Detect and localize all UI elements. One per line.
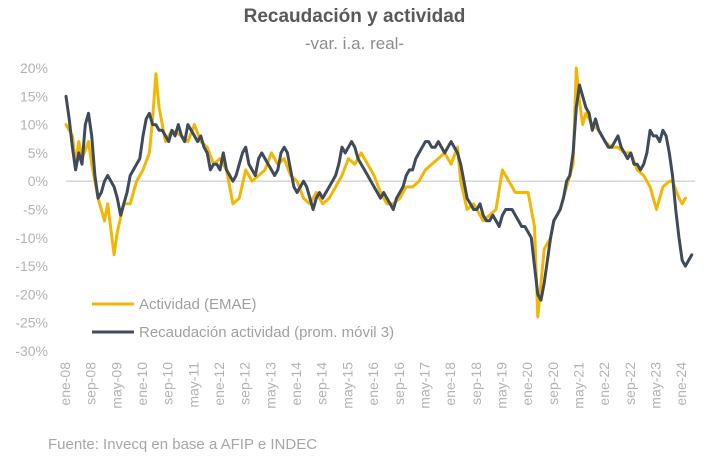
- x-tick-label: may-13: [262, 362, 278, 409]
- legend-label-actividad: Actividad (EMAE): [139, 296, 257, 313]
- x-tick-label: ene-18: [442, 362, 458, 406]
- source-note: Fuente: Invecq en base a AFIP e INDEC: [48, 436, 318, 453]
- x-tick-label: may-17: [416, 362, 432, 409]
- y-tick-label: -15%: [15, 258, 48, 274]
- x-tick-label: ene-20: [519, 362, 535, 406]
- x-tick-label: ene-08: [57, 362, 73, 406]
- y-tick-label: 0%: [28, 173, 48, 189]
- series-group: [64, 66, 694, 319]
- x-tick-label: sep-22: [622, 362, 638, 405]
- y-tick-label: -30%: [15, 343, 48, 359]
- x-tick-label: ene-24: [673, 362, 689, 406]
- y-tick-label: 5%: [28, 145, 48, 161]
- x-tick-label: may-11: [185, 362, 201, 408]
- series-line-recaudacion: [64, 83, 694, 302]
- y-tick-label: -5%: [23, 202, 48, 218]
- x-tick-label: may-09: [108, 362, 124, 409]
- x-tick-label: ene-16: [365, 362, 381, 406]
- x-tick-label: sep-12: [237, 362, 253, 405]
- y-tick-label: 10%: [20, 117, 48, 133]
- x-tick-label: may-19: [493, 362, 509, 409]
- x-tick-label: may-23: [647, 362, 663, 409]
- y-tick-label: 15%: [20, 88, 48, 104]
- x-axis: ene-08 sep-08 may-09 ene-10 sep-10 may-11 ene-…: [57, 362, 689, 409]
- x-tick-label: sep-08: [83, 362, 99, 405]
- y-tick-label: -20%: [15, 286, 48, 302]
- x-tick-label: ene-14: [288, 362, 304, 406]
- y-tick-label: -10%: [15, 230, 48, 246]
- x-tick-label: may-21: [570, 362, 586, 409]
- y-tick-label: 20%: [20, 60, 48, 76]
- x-tick-label: ene-10: [134, 362, 150, 406]
- legend: Actividad (EMAE) Recaudación actividad (…: [92, 296, 394, 341]
- x-tick-label: sep-14: [314, 362, 330, 405]
- x-tick-label: sep-18: [468, 362, 484, 405]
- x-tick-label: sep-10: [160, 362, 176, 405]
- legend-label-recaudacion: Recaudación actividad (prom. móvil 3): [139, 324, 394, 341]
- y-axis: 20% 15% 10% 5% 0% -5% -10% -15% -20% -25% -30%: [15, 60, 48, 359]
- chart-title: Recaudación y actividad: [243, 6, 466, 27]
- chart-subtitle: -var. i.a. real-: [304, 34, 405, 53]
- x-tick-label: ene-22: [596, 362, 612, 406]
- y-tick-label: -25%: [15, 315, 48, 331]
- x-tick-label: ene-12: [211, 362, 227, 406]
- x-tick-label: sep-16: [391, 362, 407, 405]
- x-tick-label: may-15: [339, 362, 355, 409]
- x-tick-label: sep-20: [545, 362, 561, 405]
